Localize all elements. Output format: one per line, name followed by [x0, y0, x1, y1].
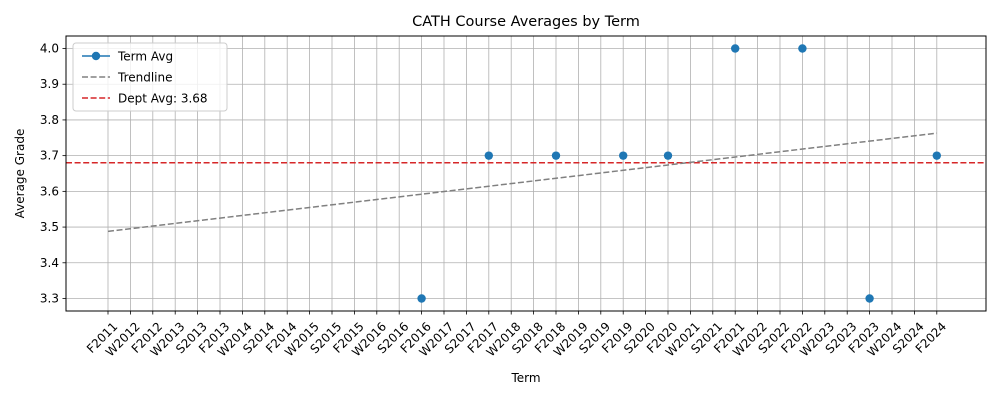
y-tick-label: 4.0 [40, 42, 59, 56]
term-avg-point [663, 151, 673, 160]
plot-frame [65, 35, 987, 312]
y-axis-ticks: 3.3 3.4 3.5 3.6 3.7 3.8 3.9 4.0 [40, 42, 66, 306]
y-tick-label: 3.3 [40, 292, 59, 306]
y-tick-label: 3.5 [40, 220, 59, 234]
legend-label: Term Avg [117, 50, 173, 64]
trendline [107, 132, 937, 233]
y-tick-label: 3.9 [40, 77, 59, 91]
y-tick-label: 3.4 [40, 256, 59, 270]
term-avg-point [619, 151, 628, 160]
legend-box [72, 42, 228, 112]
term-avg-point [865, 294, 874, 303]
legend-label: Trendline [117, 71, 173, 85]
term-avg-point [484, 151, 493, 160]
term-avg-point [798, 44, 807, 53]
y-tick-label: 3.7 [40, 149, 59, 163]
x-axis-ticks: F2011W2012F2012W2013S2013F2013W2014S2014… [84, 311, 949, 359]
x-axis-label: Term [510, 371, 540, 385]
y-axis-label: Average Grade [13, 129, 27, 219]
term-avg-point [417, 294, 426, 303]
y-tick-label: 3.8 [40, 113, 59, 127]
y-tick-label: 3.6 [40, 184, 59, 198]
term-avg-point [551, 151, 561, 160]
legend-swatch-marker [91, 51, 101, 61]
term-avg-point [932, 151, 941, 160]
chart-title: CATH Course Averages by Term [412, 14, 640, 30]
term-avg-point [731, 44, 740, 53]
series-layer [66, 44, 986, 303]
legend-label: Dept Avg: 3.68 [118, 92, 208, 106]
legend: Term Avg Trendline Dept Avg: 3.68 [72, 42, 228, 112]
